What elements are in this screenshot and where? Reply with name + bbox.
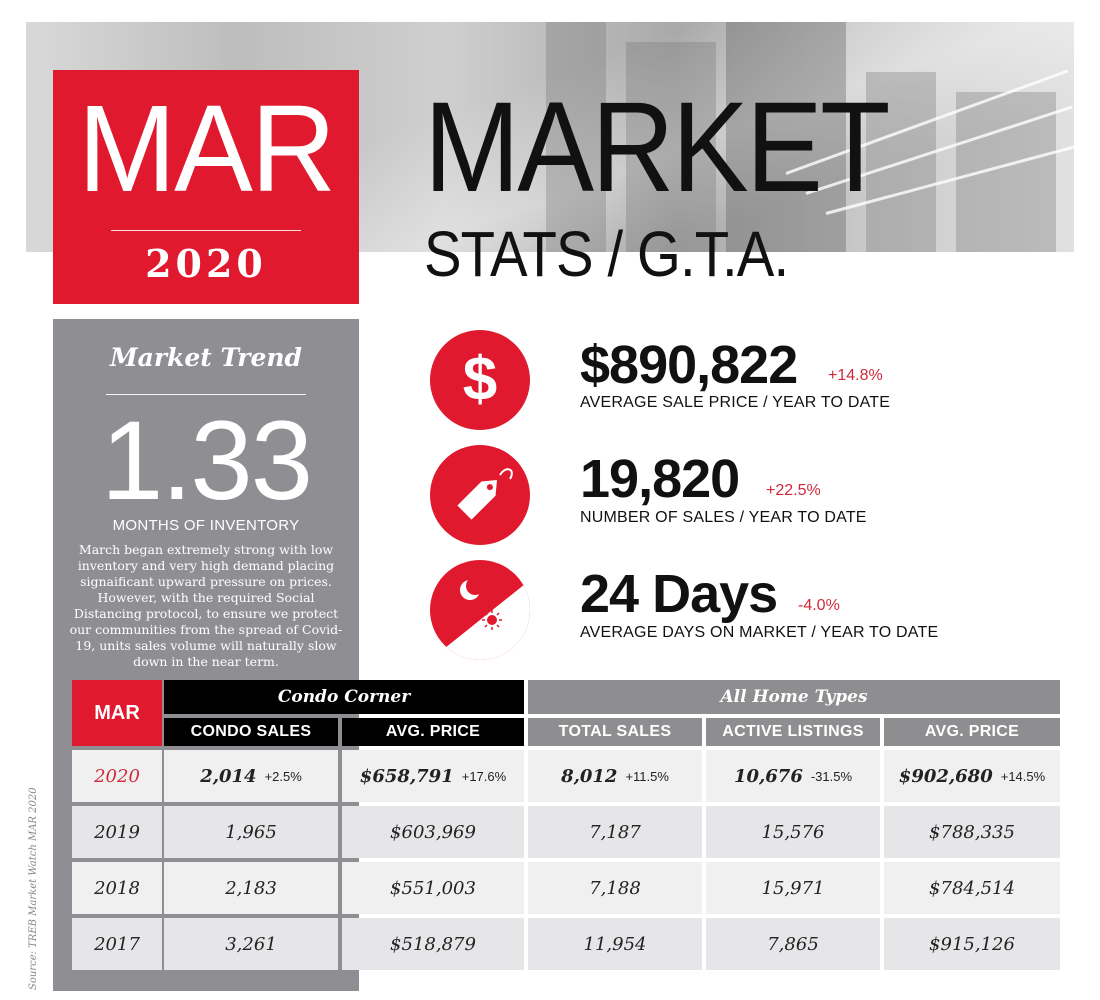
all-home-types-header: All Home Types <box>528 680 1060 714</box>
dollar-icon: $ <box>430 330 530 430</box>
table-year-cell: 2017 <box>72 918 162 970</box>
table-cell: $551,003 <box>342 862 524 914</box>
svg-text:$: $ <box>463 345 497 414</box>
trend-description: March began extremely strong with low in… <box>69 542 343 669</box>
month-badge: MAR 2020 <box>53 70 359 304</box>
table-row: 2020 2,014 +2.5% $658,791 +17.6% 8,012 +11.5% 1… <box>72 750 1060 802</box>
column-header-condo-sales: CONDO SALES <box>164 718 338 746</box>
table-cell-change: -31.5% <box>810 768 853 784</box>
table-cell-value: 15,576 <box>761 821 825 843</box>
table-cell-value: 10,676 <box>733 765 803 787</box>
table-row: 2018 2,183 $551,003 7,188 15,971 $784,514 <box>72 862 1060 914</box>
table-cell-value: 1,965 <box>225 821 277 843</box>
table-cell: 7,865 <box>706 918 880 970</box>
months-of-inventory-label: MONTHS OF INVENTORY <box>112 517 300 534</box>
table-row: 2017 3,261 $518,879 11,954 7,865 $915,126 <box>72 918 1060 970</box>
table-cell-value: 15,971 <box>761 877 825 899</box>
table-cell-value: 2,014 <box>200 765 257 787</box>
table-cell: $788,335 <box>884 806 1060 858</box>
table-cell: 15,576 <box>706 806 880 858</box>
table-cell-value: $784,514 <box>929 877 1015 899</box>
table-cell-value: 3,261 <box>225 933 277 955</box>
page-title: MARKET <box>424 76 891 219</box>
table-cell-change: +2.5% <box>264 768 302 784</box>
table-cell: 1,965 <box>164 806 338 858</box>
avg-sale-price-change: +14.8% <box>828 367 883 384</box>
column-header-active-listings: ACTIVE LISTINGS <box>706 718 880 746</box>
avg-sale-price-value: $890,822 <box>580 335 798 395</box>
table-cell: $902,680 +14.5% <box>884 750 1060 802</box>
table-cell-value: 7,188 <box>589 877 641 899</box>
table-cell: $518,879 <box>342 918 524 970</box>
table-cell: 8,012 +11.5% <box>528 750 702 802</box>
trend-divider <box>106 394 306 395</box>
table-cell: 7,188 <box>528 862 702 914</box>
page-subtitle: STATS / G.T.A. <box>424 218 789 290</box>
days-on-market-change: -4.0% <box>798 597 840 614</box>
table-cell-value: 2,183 <box>225 877 277 899</box>
table-cell: 7,187 <box>528 806 702 858</box>
table-cell-value: $658,791 <box>359 765 454 787</box>
table-cell-value: 11,954 <box>583 933 647 955</box>
month-label: MAR <box>77 79 336 219</box>
table-month-label: MAR <box>72 680 162 746</box>
day-night-icon <box>430 560 530 660</box>
table-cell-change: +17.6% <box>461 768 507 784</box>
table-cell-value: 7,187 <box>589 821 641 843</box>
avg-sale-price-label: AVERAGE SALE PRICE / YEAR TO DATE <box>580 394 891 411</box>
table-cell-value: $915,126 <box>929 933 1015 955</box>
days-on-market-label: AVERAGE DAYS ON MARKET / YEAR TO DATE <box>580 624 939 641</box>
months-of-inventory-value: 1.33 <box>101 398 313 523</box>
days-on-market-value: 24 Days <box>580 564 778 624</box>
table-cell: $784,514 <box>884 862 1060 914</box>
table-cell: 10,676 -31.5% <box>706 750 880 802</box>
condo-corner-header: Condo Corner <box>164 680 524 714</box>
table-row: 2019 1,965 $603,969 7,187 15,576 $788,335 <box>72 806 1060 858</box>
table-cell: $915,126 <box>884 918 1060 970</box>
table-cell-change: +11.5% <box>625 768 669 784</box>
column-header-total-sales: TOTAL SALES <box>528 718 702 746</box>
year-label: 2020 <box>145 241 267 286</box>
table-cell: 2,183 <box>164 862 338 914</box>
column-header-avg-price: AVG. PRICE <box>884 718 1060 746</box>
table-cell-value: $902,680 <box>898 765 993 787</box>
table-cell: 11,954 <box>528 918 702 970</box>
price-tag-icon <box>430 445 530 545</box>
number-of-sales-label: NUMBER OF SALES / YEAR TO DATE <box>580 509 867 526</box>
trend-title: Market Trend <box>109 343 303 372</box>
table-cell: $658,791 +17.6% <box>342 750 524 802</box>
table-year-cell: 2019 <box>72 806 162 858</box>
table-cell: 2,014 +2.5% <box>164 750 338 802</box>
table-cell: $603,969 <box>342 806 524 858</box>
table-cell: 3,261 <box>164 918 338 970</box>
number-of-sales-change: +22.5% <box>766 482 821 499</box>
number-of-sales-value: 19,820 <box>580 449 740 509</box>
table-cell-value: $788,335 <box>929 821 1015 843</box>
source-note: Source: TREB Market Watch MAR 2020 <box>28 787 39 990</box>
table-cell-value: 8,012 <box>561 765 618 787</box>
table-cell: 15,971 <box>706 862 880 914</box>
table-year-cell: 2020 <box>72 750 162 802</box>
table-cell-value: 7,865 <box>767 933 819 955</box>
table-cell-value: $603,969 <box>390 821 476 843</box>
table-year-cell: 2018 <box>72 862 162 914</box>
month-divider <box>111 230 301 231</box>
column-header-condo-avg-price: AVG. PRICE <box>342 718 524 746</box>
table-cell-value: $551,003 <box>390 877 476 899</box>
table-cell-change: +14.5% <box>1000 768 1046 784</box>
table-cell-value: $518,879 <box>390 933 476 955</box>
